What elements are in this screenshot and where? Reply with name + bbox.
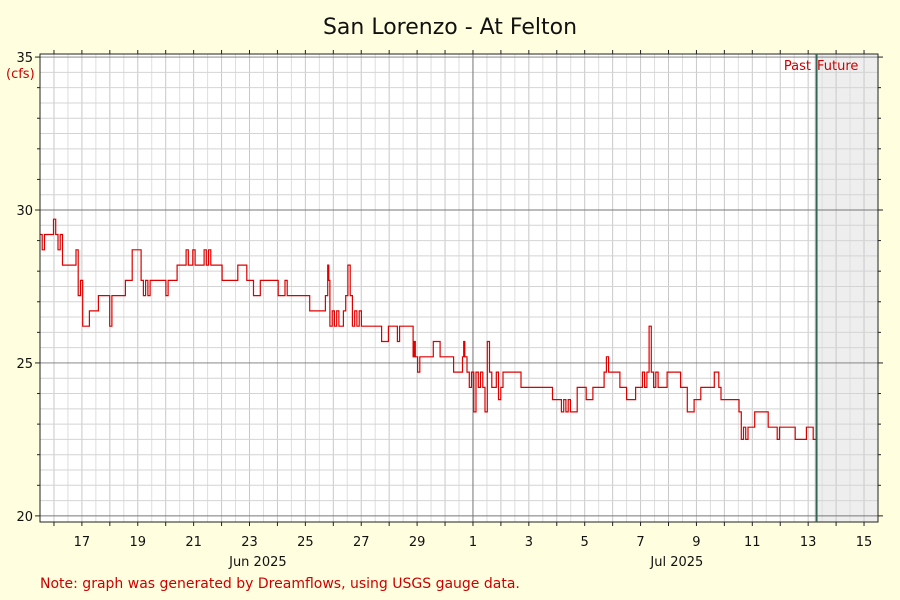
x-tick-label: 13 <box>800 535 817 550</box>
x-tick-label: 5 <box>581 535 589 550</box>
flow-series-line <box>40 218 817 440</box>
plot-border <box>39 53 879 523</box>
x-tick-label: 7 <box>636 535 644 550</box>
y-tick-label: 35 <box>16 51 33 66</box>
x-tick-label: 11 <box>744 535 761 550</box>
x-tick-label: 15 <box>856 535 873 550</box>
x-tick-label: 19 <box>129 535 146 550</box>
future-region <box>814 54 878 522</box>
past-label: Past <box>784 59 811 74</box>
y-tick-label: 20 <box>16 510 33 525</box>
x-tick-label: 17 <box>74 535 91 550</box>
y-tick-label: 25 <box>16 357 33 372</box>
x-tick-label: 21 <box>185 535 202 550</box>
series-layer <box>40 218 817 440</box>
y-axis-label: (cfs) <box>6 67 35 82</box>
month-label: Jun 2025 <box>228 555 287 570</box>
chart-title: San Lorenzo - At Felton <box>323 15 577 40</box>
x-tick-label: 29 <box>409 535 426 550</box>
x-tick-label: 3 <box>525 535 533 550</box>
month-label: Jul 2025 <box>649 555 703 570</box>
future-label: Future <box>817 59 858 74</box>
footer-note: Note: graph was generated by Dreamflows,… <box>40 576 520 592</box>
y-tick-label: 30 <box>16 204 33 219</box>
x-tick-label: 27 <box>353 535 370 550</box>
x-tick-label: 23 <box>241 535 258 550</box>
x-tick-label: 1 <box>469 535 477 550</box>
x-tick-label: 9 <box>692 535 700 550</box>
x-tick-label: 25 <box>297 535 314 550</box>
